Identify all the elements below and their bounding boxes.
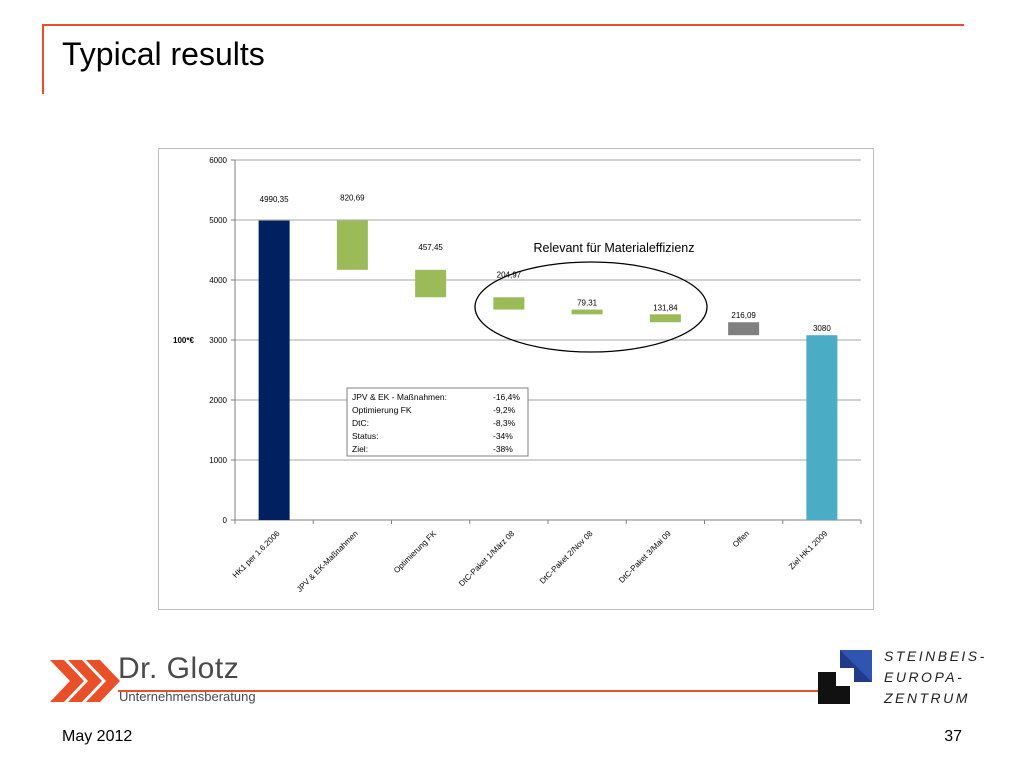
x-category-label: Offen [731, 529, 751, 549]
summary-row-value: -16,4% [493, 392, 520, 402]
data-label: 131,84 [653, 303, 678, 312]
dr-glotz-chevron-logo-icon [50, 660, 120, 702]
page-number: 37 [944, 728, 962, 745]
summary-row-value: -8,3% [493, 418, 516, 428]
y-tick-label: 0 [223, 516, 228, 525]
summary-table-box [346, 387, 529, 457]
data-label: 216,09 [731, 311, 756, 320]
slide-title: Typical results [62, 36, 265, 72]
summary-row-label: DtC: [352, 418, 369, 428]
bottom-accent-rule [118, 690, 818, 692]
x-category-label: Optimierung FK [392, 529, 438, 575]
summary-row-value: -38% [493, 444, 513, 454]
data-label: 457,45 [418, 243, 443, 252]
summary-row-label: Status: [352, 431, 378, 441]
x-category-label: DtC-Paket 2/Nov 08 [538, 529, 595, 586]
y-tick-label: 2000 [209, 396, 227, 405]
bar-target [806, 335, 838, 520]
data-label: 820,69 [340, 194, 365, 203]
summary-row-value: -34% [493, 431, 513, 441]
y-tick-label: 1000 [209, 456, 227, 465]
company-subtitle-left: Unternehmensberatung [119, 689, 256, 704]
x-category-label: DtC-Paket 1/März 08 [457, 529, 517, 589]
y-axis-label: 100*€ [173, 336, 194, 345]
data-label: 3080 [813, 324, 831, 333]
waterfall-chart: 0 1000 2000 3000 4000 5000 6000 100*€ 4990,35 HK1… [158, 148, 874, 610]
bar-step [336, 220, 368, 270]
bar-start [258, 220, 290, 520]
bar-step [415, 269, 447, 298]
bar-step [493, 297, 525, 310]
logo-line-2: EUROPA- [884, 669, 965, 685]
data-label: 4990,35 [260, 195, 289, 204]
bar-open [728, 322, 760, 336]
steinbeis-squares-logo-icon [818, 650, 872, 704]
y-tick-label: 5000 [209, 216, 227, 225]
bar-step [571, 309, 603, 315]
footer-date: May 2012 [62, 728, 133, 745]
y-tick-label: 3000 [209, 336, 227, 345]
x-category-label: DtC-Paket 3/Mai 09 [617, 529, 673, 585]
summary-row-label: Ziel: [352, 444, 368, 454]
left-accent-rule [42, 24, 44, 94]
data-label: 79,31 [577, 299, 598, 308]
top-accent-rule [42, 24, 964, 26]
bar-step [649, 314, 681, 323]
annotation-text: Relevant für Materialeffizienz [534, 241, 695, 255]
x-category-label: JPV & EK-Maßnahmen [295, 529, 360, 594]
highlight-ellipse [474, 261, 708, 353]
x-category-label: Ziel HK1 2009 [787, 529, 830, 572]
steinbeis-logo-text: STEINBEIS- EUROPA- ZENTRUM [884, 646, 987, 709]
logo-line-1: STEINBEIS- [884, 648, 987, 664]
y-tick-label: 6000 [209, 156, 227, 165]
summary-row-label: JPV & EK - Maßnahmen: [352, 392, 447, 402]
summary-row-label: Optimierung FK [352, 405, 412, 415]
chart-canvas: 0 1000 2000 3000 4000 5000 6000 100*€ 4990,35 HK1… [173, 156, 862, 594]
x-category-label: HK1 per 1.6.2006 [231, 529, 282, 580]
company-name-left: Dr. Glotz [118, 652, 240, 685]
logo-line-3: ZENTRUM [884, 690, 970, 706]
summary-row-value: -9,2% [493, 405, 516, 415]
y-tick-label: 4000 [209, 276, 227, 285]
